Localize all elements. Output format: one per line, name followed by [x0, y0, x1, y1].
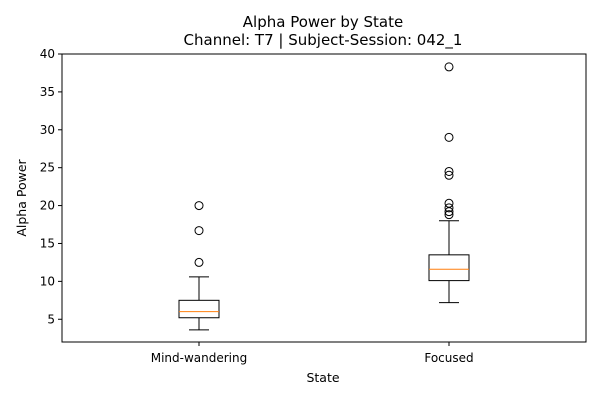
chart-subtitle: Channel: T7 | Subject-Session: 042_1: [184, 31, 463, 50]
outlier-point: [444, 62, 454, 72]
outlier-point: [194, 257, 204, 267]
y-tick-label: 20: [40, 199, 55, 213]
outlier-point: [444, 132, 454, 142]
outlier-point: [444, 210, 454, 220]
iqr-box: [428, 254, 470, 282]
plot-area: 5 10 15 20 25 30 35 40 Mind-wandering Focused: [40, 47, 587, 365]
axes-frame: [61, 53, 587, 343]
y-tick-label: 40: [40, 47, 55, 61]
y-tick-label: 30: [40, 123, 55, 137]
x-tick-label: Mind-wandering: [151, 351, 248, 365]
x-tick-label: Focused: [424, 351, 473, 365]
chart-title: Alpha Power by State: [243, 13, 403, 31]
y-tick-label: 25: [40, 161, 55, 175]
outlier-point: [444, 203, 454, 213]
outlier-point: [194, 201, 204, 211]
y-tick-label: 5: [47, 312, 55, 326]
y-axis-label: Alpha Power: [14, 158, 29, 236]
outlier-point: [194, 226, 204, 236]
x-axis-label: State: [306, 370, 339, 385]
outlier-point: [444, 170, 454, 180]
iqr-box: [178, 299, 220, 319]
outlier-point: [444, 198, 454, 208]
y-tick-label: 15: [40, 236, 55, 250]
outlier-point: [444, 166, 454, 176]
y-tick-label: 35: [40, 85, 55, 99]
y-tick-label: 10: [40, 274, 55, 288]
